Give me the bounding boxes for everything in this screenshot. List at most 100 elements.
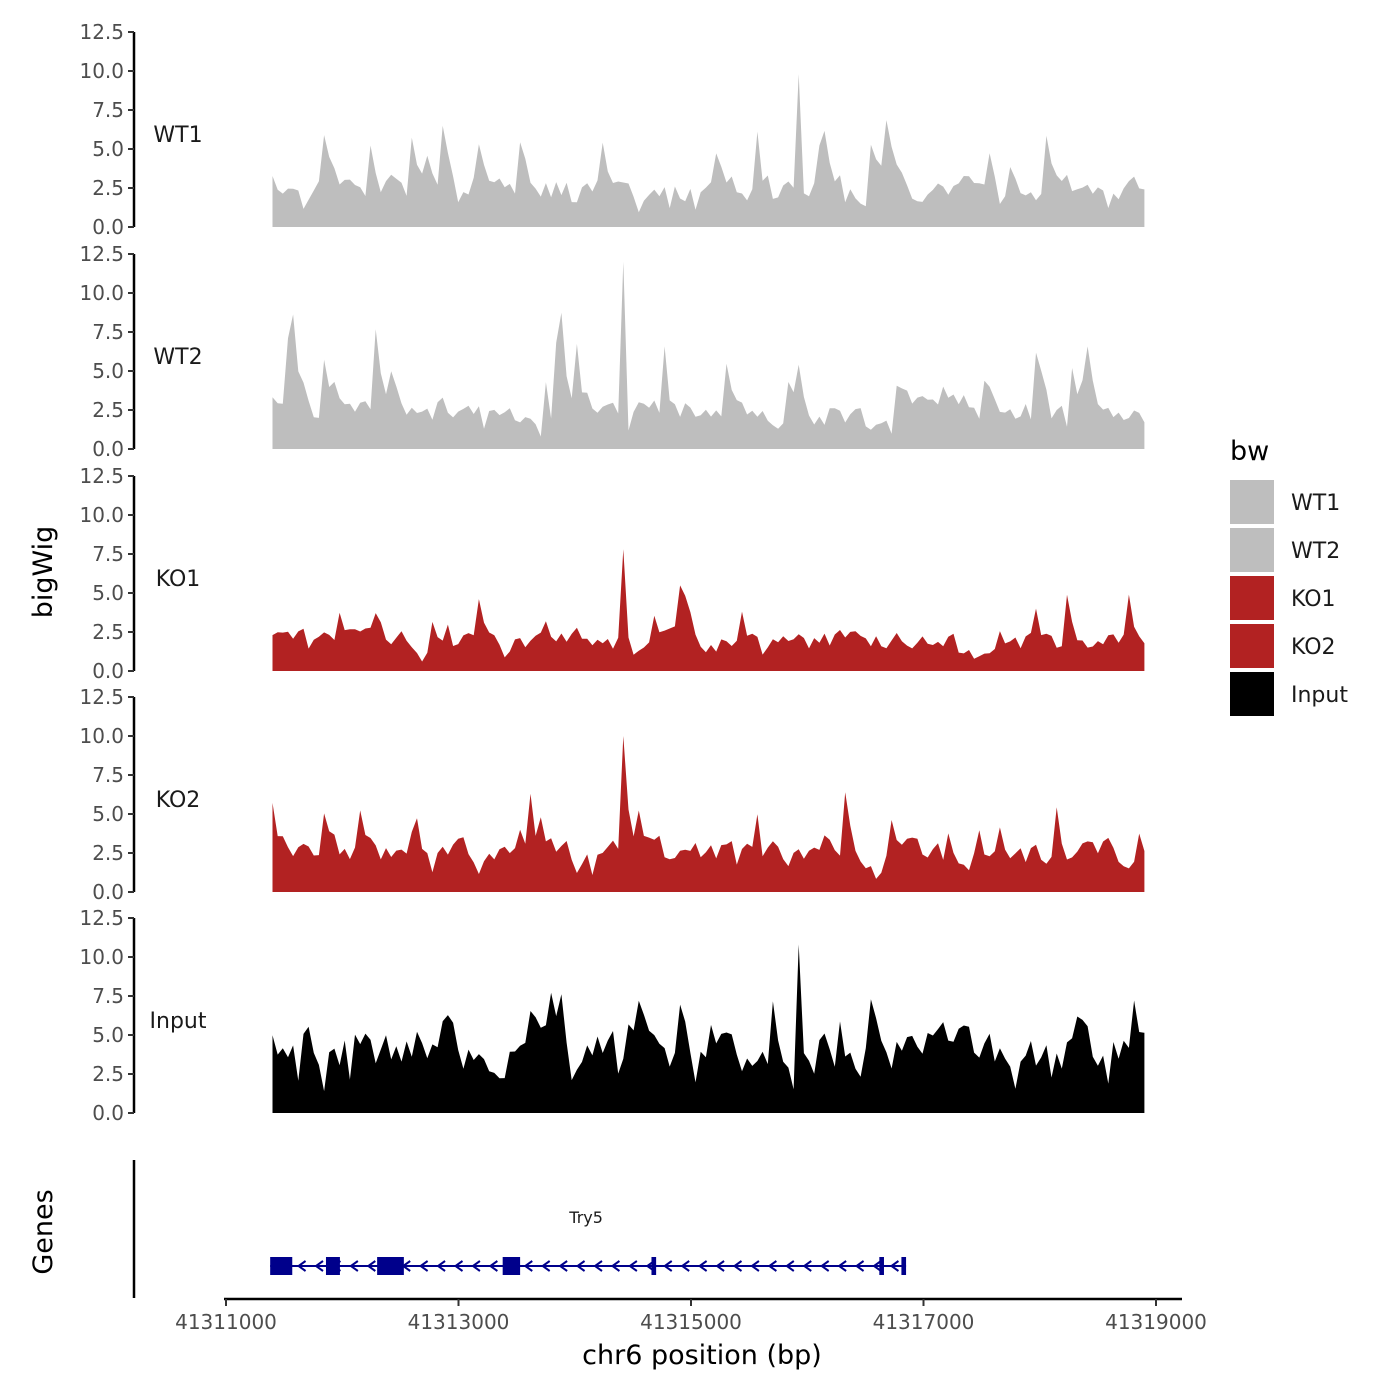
strand-arrow — [732, 1260, 743, 1272]
coverage-area — [272, 944, 1145, 1113]
y-tick-label: 12.5 — [79, 685, 124, 709]
y-tick-label: 12.5 — [79, 464, 124, 488]
strand-arrow — [628, 1260, 638, 1272]
strand-arrow — [366, 1260, 376, 1272]
coverage-area — [272, 736, 1145, 892]
y-tick-label: 7.5 — [92, 763, 124, 787]
y-tick-label: 2.5 — [92, 176, 124, 200]
strand-arrow — [575, 1260, 586, 1272]
legend-swatch-wt2 — [1230, 528, 1274, 572]
y-tick-label: 0.0 — [92, 437, 124, 461]
y-tick-label: 0.0 — [92, 880, 124, 904]
y-tick-label: 5.0 — [92, 137, 124, 161]
y-tick-label: 5.0 — [92, 359, 124, 383]
strand-arrow — [854, 1260, 865, 1272]
strand-arrow — [453, 1260, 464, 1272]
strand-arrow — [889, 1260, 900, 1272]
y-tick-label: 10.0 — [79, 281, 124, 305]
strand-arrow — [767, 1260, 777, 1272]
strand-arrow — [697, 1260, 708, 1272]
y-tick-label: 10.0 — [79, 724, 124, 748]
y-tick-label: 7.5 — [92, 984, 124, 1008]
genes-panel-title: Genes — [28, 1189, 59, 1274]
strand-arrow — [750, 1260, 760, 1272]
y-tick-label: 0.0 — [92, 659, 124, 683]
y-tick-label: 2.5 — [92, 1062, 124, 1086]
track-label: WT1 — [153, 123, 202, 148]
strand-arrow — [593, 1260, 603, 1272]
strand-arrow — [418, 1260, 429, 1272]
track-ko1: 0.0 2.5 5.0 7.5 10.0 12.5 KO1 — [79, 464, 1145, 683]
legend-swatch-ko1 — [1230, 576, 1274, 620]
y-tick-label: 2.5 — [92, 398, 124, 422]
exon — [901, 1257, 907, 1275]
y-tick-label: 0.0 — [92, 215, 124, 239]
strand-arrow — [349, 1260, 359, 1272]
y-tick-label: 12.5 — [79, 906, 124, 930]
y-tick-label: 0.0 — [92, 1101, 124, 1125]
exon — [325, 1257, 340, 1275]
strand-arrow — [872, 1260, 882, 1272]
strand-arrow — [436, 1260, 446, 1272]
legend-label-ko2: KO2 — [1291, 635, 1336, 660]
x-axis-title: chr6 position (bp) — [582, 1340, 822, 1371]
gene-name: Try5 — [568, 1208, 603, 1227]
y-tick-label: 5.0 — [92, 1023, 124, 1047]
y-tick-label: 12.5 — [79, 20, 124, 44]
strand-arrow — [558, 1260, 568, 1272]
legend-swatch-wt1 — [1230, 480, 1274, 524]
x-tick-label: 41311000 — [175, 1310, 277, 1334]
y-tick-label: 7.5 — [92, 542, 124, 566]
legend-swatch-input — [1230, 672, 1274, 716]
y-tick-label: 7.5 — [92, 320, 124, 344]
y-axis-title: bigWig — [28, 526, 59, 619]
exon — [879, 1257, 884, 1275]
y-tick-label: 5.0 — [92, 802, 124, 826]
exon — [502, 1257, 521, 1275]
track-wt2: 0.0 2.5 5.0 7.5 10.0 12.5 WT2 — [79, 242, 1145, 461]
track-ko2: 0.0 2.5 5.0 7.5 10.0 12.5 KO2 — [79, 685, 1145, 904]
gene-track: Try5 — [132, 1160, 907, 1298]
strand-arrow — [488, 1260, 498, 1272]
track-wt1: 0.0 2.5 5.0 7.5 10.0 12.5 WT1 — [79, 20, 1145, 239]
track-label: Input — [150, 1009, 207, 1034]
y-tick-label: 5.0 — [92, 581, 124, 605]
strand-arrow — [540, 1260, 551, 1272]
signal-tracks: 0.0 2.5 5.0 7.5 10.0 12.5 WT1 0.0 2.5 5.0 7.5 10.0 1… — [79, 20, 1145, 1125]
strand-arrow — [523, 1260, 533, 1272]
x-tick-label: 41319000 — [1105, 1310, 1207, 1334]
x-tick-label: 41315000 — [640, 1310, 742, 1334]
strand-arrow — [471, 1260, 481, 1272]
exon — [377, 1257, 404, 1275]
strand-arrow — [802, 1260, 812, 1272]
x-tick-label: 41313000 — [408, 1310, 510, 1334]
strand-arrow — [296, 1260, 307, 1272]
coverage-area — [272, 74, 1145, 227]
y-tick-label: 7.5 — [92, 98, 124, 122]
strand-arrow — [314, 1260, 324, 1272]
legend: bw WT1 WT2 KO1 KO2 Input — [1230, 436, 1348, 716]
y-tick-label: 10.0 — [79, 945, 124, 969]
y-tick-label: 2.5 — [92, 841, 124, 865]
legend-label-ko1: KO1 — [1291, 587, 1336, 612]
x-axis: 41311000 41313000 41315000 41317000 41319000 — [175, 1297, 1207, 1334]
track-label: KO1 — [156, 567, 201, 592]
exon — [651, 1257, 657, 1275]
strand-arrow — [837, 1260, 847, 1272]
strand-arrow — [680, 1260, 690, 1272]
legend-label-wt2: WT2 — [1291, 539, 1340, 564]
legend-label-wt1: WT1 — [1291, 491, 1340, 516]
exon — [270, 1257, 293, 1275]
y-tick-label: 10.0 — [79, 503, 124, 527]
strand-arrow — [819, 1260, 830, 1272]
track-label: WT2 — [153, 345, 202, 370]
track-label: KO2 — [156, 788, 201, 813]
strand-arrow — [785, 1260, 795, 1272]
legend-swatch-ko2 — [1230, 624, 1274, 668]
coverage-area — [272, 549, 1145, 671]
y-tick-label: 2.5 — [92, 620, 124, 644]
y-tick-label: 10.0 — [79, 59, 124, 83]
y-tick-label: 12.5 — [79, 242, 124, 266]
coverage-area — [272, 261, 1145, 449]
